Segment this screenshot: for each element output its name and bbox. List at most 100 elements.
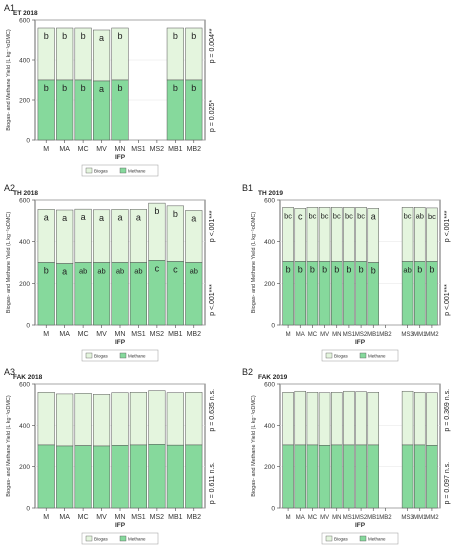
methane-bar <box>414 261 426 326</box>
biogas-p-value: p = 0.369 n.s. <box>444 389 451 432</box>
methane-bar <box>166 261 184 326</box>
biogas-bar <box>306 392 319 446</box>
y-tick-label: 400 <box>19 58 30 65</box>
x-tick-label: MA <box>296 332 305 338</box>
methane-bar <box>282 444 294 509</box>
x-tick-label: MA <box>59 331 70 338</box>
methane-significance-letter: b <box>173 83 178 93</box>
biogas-significance-letter: a <box>191 213 196 223</box>
methane-bar <box>74 445 92 509</box>
biogas-significance-letter: a <box>44 212 49 222</box>
biogas-significance-letter: b <box>173 31 178 41</box>
methane-bar <box>414 444 426 509</box>
methane-bar <box>306 261 319 326</box>
y-axis-label: Biogas- and Methane Yield (L kg⁻¹oDMC) <box>251 212 257 314</box>
legend-label-methane: Methane <box>128 354 146 359</box>
x-tick-label: M <box>43 331 49 338</box>
biogas-bar <box>166 392 184 446</box>
methane-bar <box>129 262 147 326</box>
methane-p-value: p = 0.025* <box>209 100 216 132</box>
methane-bar <box>74 262 92 326</box>
biogas-significance-letter: bc <box>428 212 436 221</box>
methane-bar <box>343 261 355 326</box>
methane-significance-letter: b <box>44 266 49 276</box>
y-tick-label: 0 <box>26 138 30 145</box>
biogas-bar <box>367 392 379 446</box>
x-tick-label: MC <box>308 515 318 521</box>
biogas-significance-letter: bc <box>308 211 316 220</box>
x-tick-label: M <box>286 332 291 338</box>
methane-bar <box>294 261 306 326</box>
methane-bar <box>148 260 166 326</box>
methane-significance-letter: ab <box>190 267 198 276</box>
methane-significance-letter: ab <box>116 267 124 276</box>
methane-bar <box>37 444 55 509</box>
y-axis-label: Biogas- and Methane Yield (L kg⁻¹oDMC) <box>6 395 12 497</box>
biogas-bar <box>282 392 294 446</box>
y-tick-label: 0 <box>271 323 275 330</box>
x-tick-label: MB1 <box>367 515 380 521</box>
biogas-significance-letter: a <box>117 212 122 222</box>
methane-p-value: p = 0.611 n.s. <box>209 462 216 504</box>
y-axis-label: Biogas- and Methane Yield (L kg⁻¹oDMC) <box>251 395 257 497</box>
x-tick-label: MS1 <box>343 515 356 521</box>
x-tick-label: MV <box>320 332 329 338</box>
methane-bar <box>56 445 74 509</box>
x-tick-label: MN <box>332 332 341 338</box>
x-tick-label: MB2 <box>187 146 202 153</box>
methane-bar <box>37 79 55 141</box>
biogas-significance-letter: b <box>117 31 122 41</box>
y-tick-label: 200 <box>19 464 30 471</box>
methane-bar <box>355 261 367 326</box>
panel-label: A2 <box>4 183 15 193</box>
x-tick-label: MS2 <box>355 515 368 521</box>
methane-significance-letter: b <box>322 264 327 274</box>
biogas-bar <box>294 390 306 446</box>
x-tick-label: MB2 <box>187 514 202 521</box>
methane-bar <box>93 262 111 326</box>
legend-label-biogas: Biogas <box>334 354 349 359</box>
biogas-bar <box>37 392 55 446</box>
y-tick-label: 200 <box>264 281 275 288</box>
y-tick-label: 200 <box>19 98 30 105</box>
methane-p-value: p = 0.097 n.s. <box>444 462 451 505</box>
methane-bar <box>355 444 367 509</box>
biogas-bar <box>414 392 426 446</box>
x-tick-label: MB2 <box>379 515 392 521</box>
y-tick-label: 600 <box>19 198 30 205</box>
biogas-significance-letter: b <box>81 31 86 41</box>
x-tick-label: MS1 <box>131 146 146 153</box>
x-tick-label: MC <box>308 332 318 338</box>
biogas-significance-letter: a <box>371 211 376 221</box>
methane-significance-letter: b <box>334 264 339 274</box>
panel-b1: B1 TH 2019 0 200 400 600 Biogas- and Methane Y… <box>242 183 451 362</box>
legend: Biogas Methane <box>321 532 399 545</box>
panel-b2: B2 FAK 2019 0 200 400 600 Biogas- and Methane … <box>242 367 451 545</box>
methane-significance-letter: b <box>371 266 376 276</box>
y-tick-label: 400 <box>264 423 275 430</box>
methane-bar <box>111 79 129 141</box>
x-tick-label: MM2 <box>425 332 439 338</box>
methane-bar <box>111 262 129 326</box>
legend: Biogas Methane <box>81 532 159 545</box>
biogas-significance-letter: ab <box>416 211 424 220</box>
legend: Biogas Methane <box>321 349 399 362</box>
methane-significance-letter: b <box>191 83 196 93</box>
methane-significance-letter: c <box>155 263 160 273</box>
y-tick-label: 400 <box>264 239 275 246</box>
x-tick-label: MB1 <box>168 514 183 521</box>
methane-bar <box>331 261 343 326</box>
biogas-significance-letter: bc <box>404 211 412 220</box>
biogas-bar <box>111 392 129 446</box>
biogas-significance-letter: a <box>99 33 104 43</box>
methane-bar <box>367 262 379 326</box>
panel-title: FAK 2018 <box>13 374 43 381</box>
x-tick-label: MB2 <box>379 332 392 338</box>
panel-label: B1 <box>242 183 253 193</box>
panel-title: FAK 2019 <box>258 374 288 381</box>
methane-bar <box>166 79 184 141</box>
methane-bar <box>185 79 203 141</box>
x-tick-label: MC <box>78 331 89 338</box>
biogas-bar <box>355 391 367 446</box>
